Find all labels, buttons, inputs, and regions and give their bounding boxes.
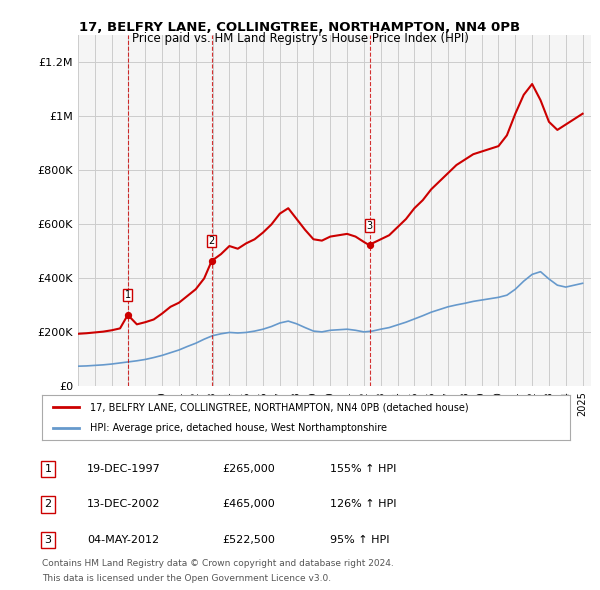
Text: 19-DEC-1997: 19-DEC-1997 — [87, 464, 161, 474]
Text: 17, BELFRY LANE, COLLINGTREE, NORTHAMPTON, NN4 0PB (detached house): 17, BELFRY LANE, COLLINGTREE, NORTHAMPTO… — [89, 402, 468, 412]
Text: 3: 3 — [44, 535, 52, 545]
Text: £522,500: £522,500 — [222, 535, 275, 545]
Text: 1: 1 — [125, 290, 131, 300]
Text: 95% ↑ HPI: 95% ↑ HPI — [330, 535, 389, 545]
Text: Price paid vs. HM Land Registry's House Price Index (HPI): Price paid vs. HM Land Registry's House … — [131, 32, 469, 45]
Text: 126% ↑ HPI: 126% ↑ HPI — [330, 500, 397, 509]
Text: 155% ↑ HPI: 155% ↑ HPI — [330, 464, 397, 474]
Text: 2: 2 — [209, 236, 215, 246]
Text: 17, BELFRY LANE, COLLINGTREE, NORTHAMPTON, NN4 0PB: 17, BELFRY LANE, COLLINGTREE, NORTHAMPTO… — [79, 21, 521, 34]
Point — [365, 241, 374, 250]
Point — [123, 310, 133, 320]
Text: 1: 1 — [44, 464, 52, 474]
Text: 2: 2 — [44, 500, 52, 509]
Text: £465,000: £465,000 — [222, 500, 275, 509]
Text: 3: 3 — [367, 221, 373, 231]
Text: 04-MAY-2012: 04-MAY-2012 — [87, 535, 159, 545]
Text: £265,000: £265,000 — [222, 464, 275, 474]
Text: 13-DEC-2002: 13-DEC-2002 — [87, 500, 161, 509]
Text: Contains HM Land Registry data © Crown copyright and database right 2024.: Contains HM Land Registry data © Crown c… — [42, 559, 394, 568]
Text: This data is licensed under the Open Government Licence v3.0.: This data is licensed under the Open Gov… — [42, 574, 331, 583]
Point — [207, 256, 217, 266]
Text: HPI: Average price, detached house, West Northamptonshire: HPI: Average price, detached house, West… — [89, 422, 386, 432]
